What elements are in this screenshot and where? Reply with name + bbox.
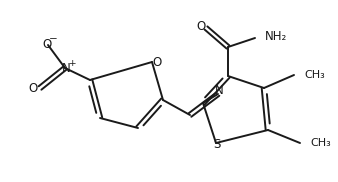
Text: O: O [196,21,206,33]
Text: −: − [49,34,57,44]
Text: N: N [215,84,223,96]
Text: CH₃: CH₃ [304,70,325,80]
Text: O: O [152,56,162,68]
Text: CH₃: CH₃ [310,138,331,148]
Text: +: + [68,58,76,68]
Text: O: O [28,82,38,94]
Text: N: N [62,62,70,74]
Text: NH₂: NH₂ [265,29,287,43]
Text: S: S [213,139,221,151]
Text: O: O [42,37,52,50]
